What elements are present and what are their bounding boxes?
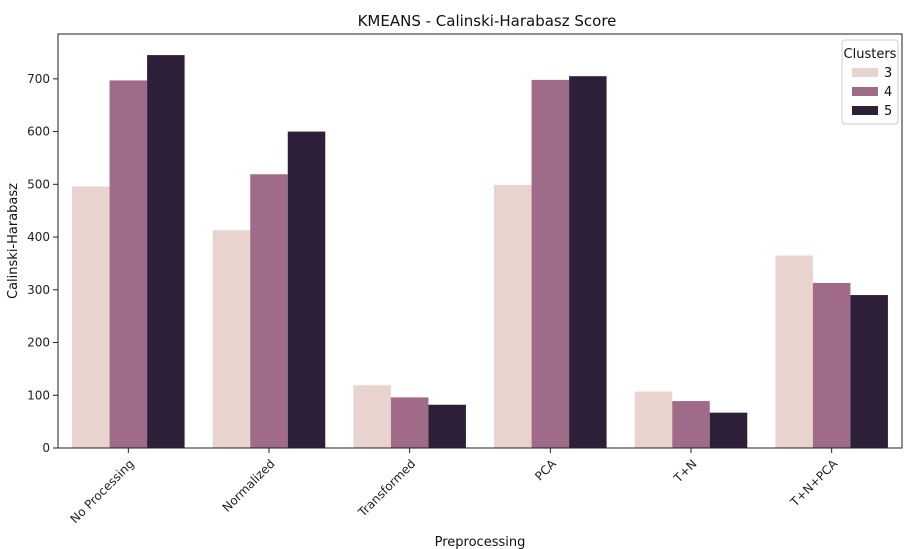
y-tick-label: 700 <box>27 72 50 86</box>
legend: Clusters 3 4 5 <box>841 39 899 125</box>
x-tick-label: No Processing <box>67 457 136 526</box>
y-tick-label: 300 <box>27 283 50 297</box>
y-tick-label: 100 <box>27 388 50 402</box>
legend-label-3: 3 <box>884 66 892 81</box>
y-tick-label: 500 <box>27 177 50 191</box>
x-axis-label: Preprocessing <box>435 535 526 549</box>
plot-frame <box>57 33 903 449</box>
bar-normalized-5 <box>287 131 326 448</box>
legend-swatch-5 <box>852 106 878 115</box>
bar-pca-3 <box>494 184 532 448</box>
bars <box>72 55 888 449</box>
x-tick-label: Transformed <box>355 457 418 520</box>
bar-t-n-pca-3 <box>775 255 813 448</box>
bar-no-processing-5 <box>147 55 185 448</box>
x-axis: No Processing Normalized Transformed PCA T+N… <box>67 448 841 526</box>
y-tick-label: 0 <box>42 441 50 455</box>
bar-pca-4 <box>531 79 570 448</box>
legend-label-4: 4 <box>884 85 892 100</box>
legend-box <box>841 39 899 125</box>
y-axis-label: Calinski-Harabasz <box>6 183 21 299</box>
bar-no-processing-3 <box>72 186 110 448</box>
legend-swatch-4 <box>852 87 878 96</box>
bar-t-n-3 <box>634 391 673 448</box>
bar-t-n-pca-4 <box>812 282 851 448</box>
y-axis: 0 100 200 300 400 500 600 700 <box>27 72 58 455</box>
x-tick-label: T+N+PCA <box>787 456 841 510</box>
x-tick-label: Normalized <box>220 457 278 515</box>
bar-normalized-4 <box>250 174 288 449</box>
legend-title: Clusters <box>844 47 897 62</box>
x-tick-label: T+N <box>670 457 699 486</box>
bar-transformed-3 <box>353 385 391 448</box>
bar-transformed-5 <box>428 404 466 448</box>
bar-t-n-pca-5 <box>850 295 888 448</box>
y-tick-label: 200 <box>27 336 50 350</box>
legend-swatch-3 <box>852 68 878 77</box>
bar-pca-5 <box>569 76 607 448</box>
bar-transformed-4 <box>390 397 429 448</box>
bar-no-processing-4 <box>109 80 148 449</box>
y-tick-label: 600 <box>27 125 50 139</box>
x-tick-label: PCA <box>532 456 559 483</box>
legend-label-5: 5 <box>884 104 892 119</box>
bar-normalized-3 <box>212 230 251 448</box>
bar-t-n-5 <box>709 412 748 448</box>
bar-t-n-4 <box>672 401 710 448</box>
y-tick-label: 400 <box>27 230 50 244</box>
chart-title: KMEANS - Calinski-Harabasz Score <box>358 12 617 30</box>
